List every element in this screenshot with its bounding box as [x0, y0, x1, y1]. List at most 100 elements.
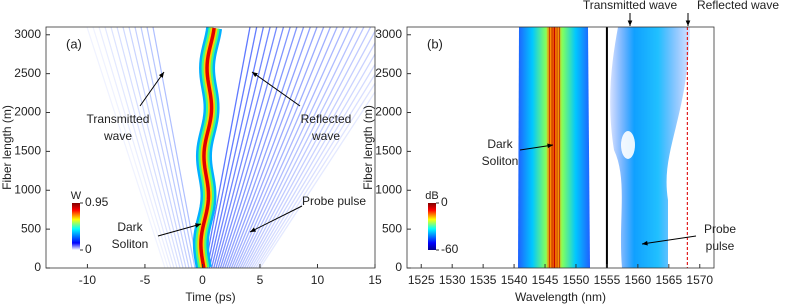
y-tick-label: 2000	[375, 105, 402, 119]
panel-label: (a)	[66, 36, 82, 51]
heatmap-texture	[110, 27, 178, 268]
annotation: wave	[103, 129, 132, 143]
heatmap-texture	[257, 82, 375, 268]
heatmap-texture	[204, 27, 251, 268]
heatmap-texture	[134, 27, 190, 268]
colorbar-label: dB	[425, 190, 438, 202]
heatmap-texture	[230, 27, 332, 268]
heatmap-texture	[104, 27, 175, 268]
annotation-arrow	[251, 71, 301, 107]
annotation: Reflected wave	[697, 0, 779, 12]
annotation-arrow	[157, 223, 202, 237]
x-tick-label: 1545	[532, 273, 559, 287]
annotation: Reflected	[301, 112, 352, 126]
annotation: Probe	[704, 222, 736, 236]
heatmap-texture	[140, 27, 193, 268]
heatmap-texture	[248, 41, 375, 268]
heatmap-texture	[610, 27, 690, 268]
annotation: Transmitted wave	[583, 0, 678, 12]
annotation: Probe pulse	[302, 194, 366, 208]
heatmap-texture	[213, 27, 278, 268]
heatmap-texture	[228, 27, 325, 268]
heatmap-texture	[246, 29, 375, 268]
y-tick-label: 0	[395, 260, 402, 274]
heatmap-texture	[250, 52, 375, 268]
x-axis-label: Time (ps)	[185, 290, 235, 304]
x-tick-label: 1530	[439, 273, 466, 287]
annotation-arrow	[249, 205, 303, 233]
y-axis-label: Fiber length (m)	[361, 105, 375, 190]
arrow-head	[627, 20, 633, 26]
arrow-head	[252, 72, 258, 78]
annotation: Dark	[117, 220, 143, 234]
annotation: Transmitted	[87, 112, 150, 126]
x-tick-label: 1540	[501, 273, 528, 287]
annotation-arrow	[139, 71, 165, 107]
x-tick-label: 1565	[655, 273, 682, 287]
y-tick-label: 1000	[14, 182, 41, 196]
heatmap-texture	[259, 90, 375, 268]
colorbar-tick-label: -60	[441, 242, 459, 256]
heatmap-texture	[92, 27, 169, 268]
heatmap-texture	[233, 27, 338, 268]
heatmap-texture	[122, 27, 184, 268]
heatmap-texture	[128, 27, 187, 268]
x-tick-label: 1550	[563, 273, 590, 287]
heatmap-texture	[116, 27, 181, 268]
y-tick-label: 2500	[14, 66, 41, 80]
x-tick-label: 15	[368, 273, 382, 287]
x-tick-label: -10	[79, 273, 97, 287]
y-tick-label: 500	[21, 221, 41, 235]
heatmap-texture	[241, 27, 365, 268]
heatmap-texture	[621, 131, 635, 159]
heatmap-texture	[244, 27, 372, 268]
y-tick-label: 1500	[14, 144, 41, 158]
heatmap	[518, 27, 690, 268]
heatmap-texture	[86, 27, 166, 268]
heatmap-texture	[518, 27, 590, 268]
heatmap-texture	[152, 27, 199, 268]
heatmap-texture	[215, 27, 285, 268]
colorbar-label: W	[71, 190, 82, 202]
heatmap-texture	[226, 27, 318, 268]
annotation: pulse	[706, 239, 735, 253]
x-tick-label: 1555	[594, 273, 621, 287]
y-tick-label: 500	[382, 221, 402, 235]
x-tick-label: 0	[199, 273, 206, 287]
heatmap-texture	[252, 63, 375, 268]
heatmap-texture	[208, 27, 265, 268]
annotation: Soliton	[482, 154, 519, 168]
x-tick-label: 1535	[470, 273, 497, 287]
heatmap-texture	[206, 27, 258, 268]
plot-frame	[45, 26, 376, 269]
colorbar	[428, 203, 436, 250]
colorbar-tick-label: 0	[441, 195, 448, 209]
x-tick-label: 1560	[625, 273, 652, 287]
heatmap	[86, 27, 375, 268]
heatmap-texture	[210, 27, 271, 268]
x-tick-label: 10	[311, 273, 325, 287]
plot-frame	[406, 26, 715, 269]
y-axis-label: Fiber length (m)	[0, 105, 14, 190]
x-axis-label: Wavelength (nm)	[515, 290, 606, 304]
panel-label: (b)	[427, 36, 443, 51]
annotation: wave	[311, 129, 340, 143]
heatmap-texture	[224, 27, 311, 268]
y-tick-label: 1500	[375, 144, 402, 158]
heatmap-texture	[221, 27, 305, 268]
x-tick-label: 1525	[408, 273, 435, 287]
heatmap-texture	[237, 27, 352, 268]
y-tick-label: 0	[34, 260, 41, 274]
x-tick-label: 1570	[686, 273, 713, 287]
annotation: Soliton	[112, 237, 149, 251]
y-tick-label: 1000	[375, 182, 402, 196]
heatmap-texture	[199, 27, 216, 268]
heatmap-texture	[217, 27, 291, 268]
heatmap-texture	[239, 27, 358, 268]
y-tick-label: 2500	[375, 66, 402, 80]
heatmap-texture	[219, 27, 298, 268]
arrow-head	[685, 20, 691, 26]
y-tick-label: 3000	[375, 27, 402, 41]
arrow-head	[195, 223, 201, 228]
